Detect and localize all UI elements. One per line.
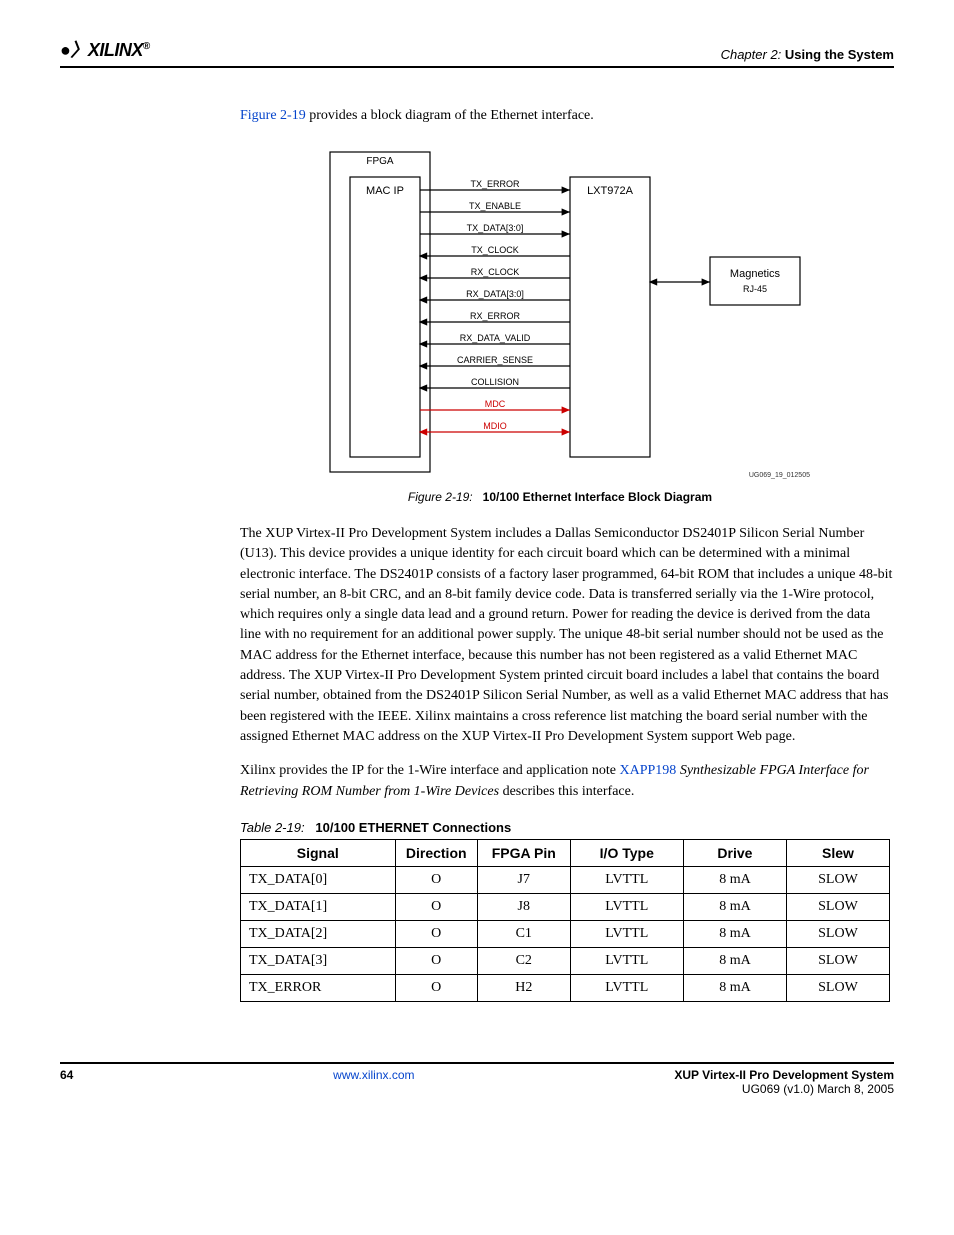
table-cell: 8 mA	[683, 947, 786, 974]
signal-label: MDIO	[483, 421, 507, 431]
xilinx-logo: ●〉XILINX®	[60, 36, 150, 62]
xapp-link[interactable]: XAPP198	[616, 763, 676, 778]
chapter-title: Using the System	[785, 47, 894, 62]
figure-caption-title: 10/100 Ethernet Interface Block Diagram	[483, 490, 712, 504]
table-cell: O	[395, 947, 477, 974]
table-cell: 8 mA	[683, 866, 786, 893]
table-cell: SLOW	[786, 920, 889, 947]
footer-url-link[interactable]: www.xilinx.com	[333, 1068, 414, 1082]
p2-pre: Xilinx provides the IP for the 1-Wire in…	[240, 763, 616, 778]
page-number: 64	[60, 1068, 73, 1096]
page-header: ●〉XILINX® Chapter 2: Using the System	[60, 36, 894, 68]
table-cell: TX_DATA[2]	[241, 920, 396, 947]
table-header-cell: I/O Type	[570, 839, 683, 866]
table-row: TX_DATA[3]OC2LVTTL8 mASLOW	[241, 947, 890, 974]
table-cell: O	[395, 866, 477, 893]
logo-text: XILINX	[88, 40, 143, 60]
signal-label: RX_DATA[3:0]	[466, 289, 524, 299]
table-header-cell: Signal	[241, 839, 396, 866]
mac-ip-label: MAC IP	[366, 185, 404, 197]
figure-caption: Figure 2-19: 10/100 Ethernet Interface B…	[240, 490, 880, 504]
footer-center: www.xilinx.com	[73, 1068, 674, 1096]
intro-sentence: Figure 2-19 provides a block diagram of …	[240, 108, 894, 124]
signal-label: TX_ERROR	[470, 179, 520, 189]
footer-doc-id: UG069 (v1.0) March 8, 2005	[742, 1082, 894, 1096]
table-cell: 8 mA	[683, 920, 786, 947]
table-row: TX_DATA[2]OC1LVTTL8 mASLOW	[241, 920, 890, 947]
table-header-row: SignalDirectionFPGA PinI/O TypeDriveSlew	[241, 839, 890, 866]
logo-mark: ●〉	[60, 40, 88, 60]
table-cell: LVTTL	[570, 974, 683, 1001]
table-cell: O	[395, 920, 477, 947]
body-paragraph-1: The XUP Virtex-II Pro Development System…	[240, 524, 894, 747]
footer-right: XUP Virtex-II Pro Development System UG0…	[674, 1068, 894, 1096]
table-row: TX_ERROROH2LVTTL8 mASLOW	[241, 974, 890, 1001]
footer-doc-title: XUP Virtex-II Pro Development System	[674, 1068, 894, 1082]
magnetics-sub: RJ-45	[743, 284, 767, 294]
lxt-label: LXT972A	[587, 185, 634, 197]
signal-label: CARRIER_SENSE	[457, 355, 533, 365]
table-header-cell: Slew	[786, 839, 889, 866]
figure-caption-prefix: Figure 2-19:	[408, 490, 473, 504]
figure-crossref-link[interactable]: Figure 2-19	[240, 108, 306, 123]
table-body: TX_DATA[0]OJ7LVTTL8 mASLOWTX_DATA[1]OJ8L…	[241, 866, 890, 1001]
table-cell: TX_DATA[0]	[241, 866, 396, 893]
fpga-label: FPGA	[366, 156, 394, 167]
table-title-text: 10/100 ETHERNET Connections	[315, 820, 511, 835]
table-cell: SLOW	[786, 947, 889, 974]
signal-label: RX_DATA_VALID	[460, 333, 531, 343]
intro-rest: provides a block diagram of the Ethernet…	[306, 108, 594, 123]
table-cell: J7	[477, 866, 570, 893]
table-cell: O	[395, 893, 477, 920]
signal-label: MDC	[485, 399, 506, 409]
connections-table: SignalDirectionFPGA PinI/O TypeDriveSlew…	[240, 839, 890, 1002]
table-title: Table 2-19: 10/100 ETHERNET Connections	[240, 820, 894, 835]
table-cell: TX_DATA[1]	[241, 893, 396, 920]
body-paragraph-2: Xilinx provides the IP for the 1-Wire in…	[240, 761, 894, 802]
table-cell: LVTTL	[570, 866, 683, 893]
table-cell: 8 mA	[683, 893, 786, 920]
signal-label: TX_DATA[3:0]	[467, 223, 524, 233]
table-cell: SLOW	[786, 974, 889, 1001]
signal-label: RX_CLOCK	[471, 267, 520, 277]
table-cell: TX_ERROR	[241, 974, 396, 1001]
chapter-label: Chapter 2:	[721, 47, 782, 62]
table-cell: LVTTL	[570, 920, 683, 947]
page-footer: 64 www.xilinx.com XUP Virtex-II Pro Deve…	[60, 1062, 894, 1096]
table-cell: LVTTL	[570, 947, 683, 974]
ethernet-diagram-svg: FPGA MAC IP LXT972A Magnetics RJ-45 TX_E…	[300, 142, 820, 482]
table-cell: O	[395, 974, 477, 1001]
chapter-heading: Chapter 2: Using the System	[721, 47, 894, 62]
table-cell: C1	[477, 920, 570, 947]
table-cell: SLOW	[786, 893, 889, 920]
table-title-prefix: Table 2-19:	[240, 820, 305, 835]
table-cell: H2	[477, 974, 570, 1001]
magnetics-label: Magnetics	[730, 268, 781, 280]
table-header-cell: Direction	[395, 839, 477, 866]
table-row: TX_DATA[0]OJ7LVTTL8 mASLOW	[241, 866, 890, 893]
table-cell: 8 mA	[683, 974, 786, 1001]
table-header-cell: Drive	[683, 839, 786, 866]
signal-label: TX_ENABLE	[469, 201, 521, 211]
table-cell: LVTTL	[570, 893, 683, 920]
table-cell: TX_DATA[3]	[241, 947, 396, 974]
logo-reg: ®	[143, 41, 150, 52]
table-cell: J8	[477, 893, 570, 920]
table-row: TX_DATA[1]OJ8LVTTL8 mASLOW	[241, 893, 890, 920]
signal-label: RX_ERROR	[470, 311, 521, 321]
table-header-cell: FPGA Pin	[477, 839, 570, 866]
signal-label: TX_CLOCK	[471, 245, 519, 255]
p2-post: describes this interface.	[499, 784, 634, 799]
diagram-ref-id: UG069_19_012505	[749, 472, 810, 479]
block-diagram: FPGA MAC IP LXT972A Magnetics RJ-45 TX_E…	[240, 142, 880, 504]
signal-label: COLLISION	[471, 377, 519, 387]
table-cell: SLOW	[786, 866, 889, 893]
table-cell: C2	[477, 947, 570, 974]
